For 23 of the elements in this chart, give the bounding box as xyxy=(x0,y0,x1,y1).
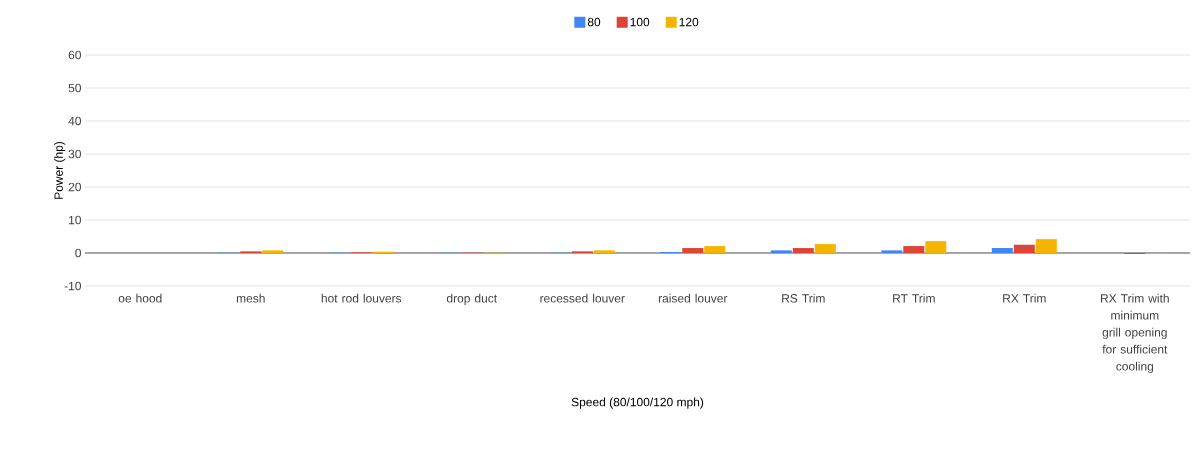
x-tick-label: RX Trim xyxy=(1003,293,1046,303)
x-tick-label: mesh xyxy=(236,293,265,303)
x-axis-title: Speed (80/100/120 mph) xyxy=(571,397,704,409)
x-tick-label: hot rod louvers xyxy=(321,293,402,303)
y-tick-label: -10 xyxy=(64,281,81,291)
x-tick-label: raised louver xyxy=(658,293,728,303)
legend-label: 80 xyxy=(587,17,601,27)
y-tick-label: 60 xyxy=(68,50,81,60)
y-tick-label: 40 xyxy=(68,116,81,126)
x-tick-label: drop duct xyxy=(446,293,498,305)
x-tick-label: RX Trim with minimum grill opening for sufficient cooling xyxy=(1101,293,1169,373)
y-axis-title: Power (hp) xyxy=(54,141,66,199)
y-tick-label: 50 xyxy=(68,83,81,93)
y-tick-label: 10 xyxy=(69,215,81,225)
legend-label: 120 xyxy=(679,17,699,27)
y-tick-label: 0 xyxy=(75,248,82,258)
x-tick-label: RS Trim xyxy=(782,293,825,303)
y-tick-label: 30 xyxy=(68,149,81,159)
x-tick-label: RT Trim xyxy=(893,293,935,303)
legend-label: 100 xyxy=(630,17,650,27)
x-tick-label: recessed louver xyxy=(540,293,625,303)
y-tick-label: 20 xyxy=(68,182,81,192)
x-tick-label: oe hood xyxy=(118,293,162,303)
